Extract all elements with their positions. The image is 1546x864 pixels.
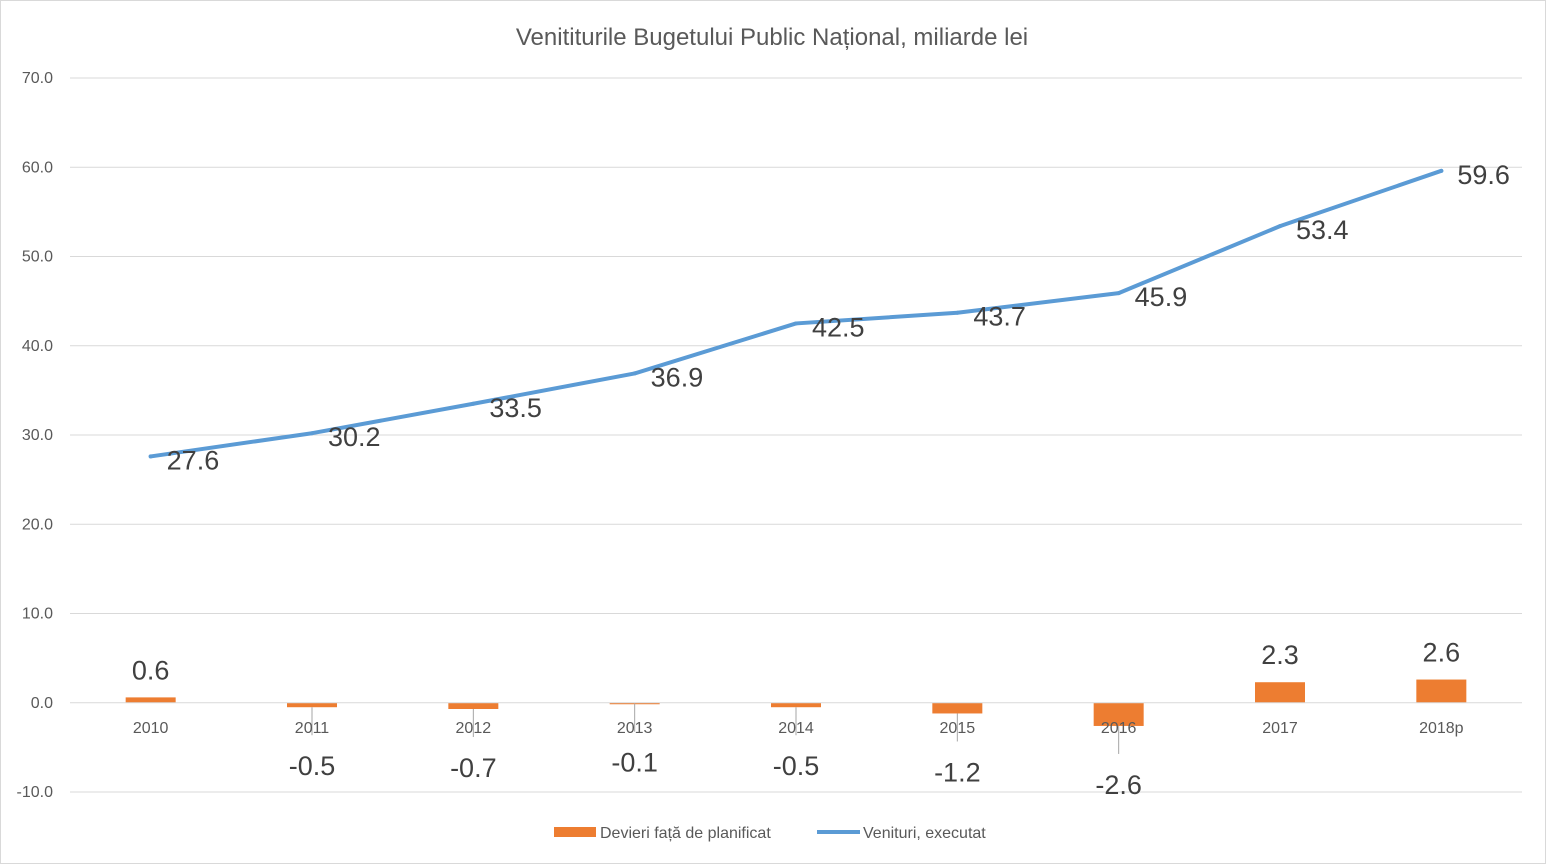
x-tick-label: 2010 (133, 720, 169, 737)
data-labels: 27.6 30.2 33.5 36.9 42.5 43.7 45.9 53.4 59.6 0.6 -… (132, 160, 1510, 800)
x-tick-label: 2016 (1101, 720, 1137, 737)
x-tick-label: 2011 (295, 720, 330, 737)
line-data-label: 45.9 (1135, 282, 1188, 312)
bar (125, 697, 176, 703)
line-point (1439, 168, 1444, 173)
y-tick-label: 0.0 (31, 695, 53, 712)
y-tick-label: 50.0 (22, 249, 53, 266)
bar (1093, 702, 1144, 726)
y-tick-label: 20.0 (22, 516, 53, 533)
bar-data-label: 2.6 (1423, 638, 1461, 668)
line-point (1278, 224, 1282, 229)
line-data-label: 42.5 (812, 312, 865, 342)
bar (287, 702, 337, 708)
bar-data-label: -0.5 (289, 751, 336, 781)
bar-data-label: -0.5 (773, 751, 820, 781)
y-tick-label: 10.0 (22, 606, 53, 623)
line-data-label: 33.5 (489, 393, 542, 423)
bar (932, 702, 983, 714)
line-series (148, 168, 1444, 459)
line-data-label: 27.6 (167, 445, 220, 475)
line-point (1116, 291, 1121, 296)
x-tick-label: 2012 (456, 720, 492, 737)
bar-data-label: -2.6 (1095, 770, 1142, 800)
line-point (148, 454, 153, 459)
line-point (955, 310, 960, 315)
x-axis: 2010 2011 2012 2013 2014 2015 2016 2017 2018p (70, 702, 1522, 754)
bar (771, 702, 821, 708)
bar-series (125, 679, 1467, 726)
bar-data-label: -0.1 (611, 748, 658, 778)
line-data-label: 59.6 (1457, 160, 1510, 190)
line-path (148, 168, 1444, 459)
legend: Devieri față de planificat Venituri, exe… (554, 825, 986, 842)
y-tick-label: 40.0 (22, 338, 53, 355)
y-tick-label: 60.0 (22, 159, 53, 176)
x-tick-label: 2014 (778, 720, 814, 737)
bar (1255, 682, 1305, 703)
bar-data-label: 0.6 (132, 655, 170, 685)
legend-bar-label: Devieri față de planificat (600, 825, 771, 842)
x-tick-label: 2013 (617, 720, 653, 737)
bar (1416, 679, 1467, 703)
y-tick-label: 70.0 (22, 70, 53, 87)
bar (448, 702, 499, 709)
y-tick-label: 30.0 (22, 427, 53, 444)
x-tick-label: 2017 (1262, 720, 1298, 737)
bar-data-label: 2.3 (1261, 640, 1299, 670)
legend-line-label: Venituri, executat (863, 825, 986, 842)
y-axis-ticks: 70.0 60.0 50.0 40.0 30.0 20.0 10.0 0.0 -10.0 (17, 70, 54, 801)
line-point (471, 401, 476, 406)
x-tick-label: 2018p (1419, 720, 1464, 737)
bar (609, 702, 660, 705)
line-point (310, 431, 314, 436)
line-data-label: 53.4 (1296, 215, 1349, 245)
line-point (794, 321, 798, 326)
line-data-label: 43.7 (973, 302, 1026, 332)
line-data-label: 30.2 (328, 422, 381, 452)
legend-bar-swatch (554, 827, 596, 837)
line-data-label: 36.9 (651, 362, 704, 392)
chart-title: Venititurile Bugetului Public Național, … (516, 24, 1028, 51)
line-point (632, 371, 637, 376)
bar-data-label: -0.7 (450, 753, 497, 783)
bar-data-label: -1.2 (934, 757, 981, 787)
x-tick-label: 2015 (940, 720, 976, 737)
y-tick-label: -10.0 (17, 784, 54, 801)
